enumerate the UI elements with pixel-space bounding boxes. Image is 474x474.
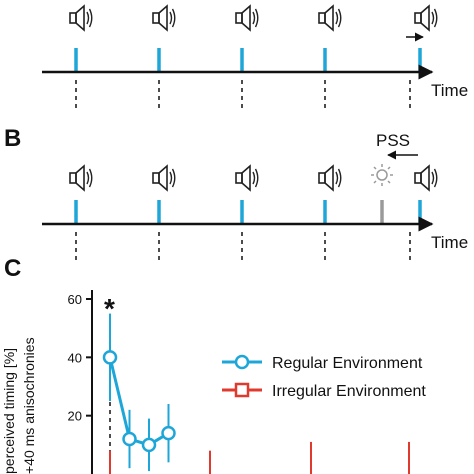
legend-item-regular: Regular Environment: [222, 354, 423, 372]
panel-label-b: B: [4, 125, 21, 152]
time-label-a: Time: [431, 81, 468, 100]
legend: Regular Environment Irregular Environmen…: [222, 354, 426, 400]
panel-label-c: C: [4, 255, 21, 282]
legend-label-irregular: Irregular Environment: [272, 383, 426, 400]
speaker-icon: [414, 165, 438, 191]
regular-data-point: [141, 437, 157, 453]
speaker-icon: [318, 165, 342, 191]
speaker-icon: [69, 165, 93, 191]
regular-data-point: [161, 425, 176, 441]
speaker-icon: [235, 5, 259, 31]
speaker-icon: [69, 5, 93, 31]
expected-onsets-b: [75, 232, 411, 260]
legend-marker-regular: [234, 354, 250, 370]
y-tick-label: 20: [68, 409, 82, 424]
speaker-icons-a: [69, 5, 438, 31]
legend-marker-irregular: [234, 382, 250, 398]
y-tick-label: 60: [68, 292, 82, 307]
speaker-icon: [152, 5, 176, 31]
speaker-icon: [235, 165, 259, 191]
regular-data-point: [102, 350, 118, 365]
speaker-icon: [318, 5, 342, 31]
y-axis-label: perceived timing [%]: [1, 348, 17, 474]
legend-item-irregular: Irregular Environment: [222, 382, 426, 400]
panel-a: Time: [42, 5, 468, 108]
y-tick-label: 40: [68, 350, 82, 365]
regular-series: [102, 313, 176, 472]
y-axis-label-2: +40 ms anisochronies: [21, 337, 37, 474]
tone-markers-b: [74, 200, 422, 224]
pss-label: PSS: [376, 131, 410, 150]
legend-label-regular: Regular Environment: [272, 355, 423, 372]
panel-b: B PSS: [4, 125, 468, 260]
regular-line: [108, 356, 170, 447]
expected-onsets-a: [75, 80, 411, 108]
speaker-icon: [152, 165, 176, 191]
regular-data-point: [122, 431, 137, 447]
y-ticks: 20 40 60: [68, 292, 92, 424]
tone-markers-a: [74, 48, 422, 72]
significance-star: *: [104, 293, 115, 324]
flash-icon: [371, 164, 393, 186]
speaker-icon: [414, 5, 438, 31]
panel-c: C perceived timing [%] +40 ms anisochron…: [1, 255, 426, 474]
time-label-b: Time: [431, 233, 468, 252]
irregular-series: [109, 441, 410, 474]
